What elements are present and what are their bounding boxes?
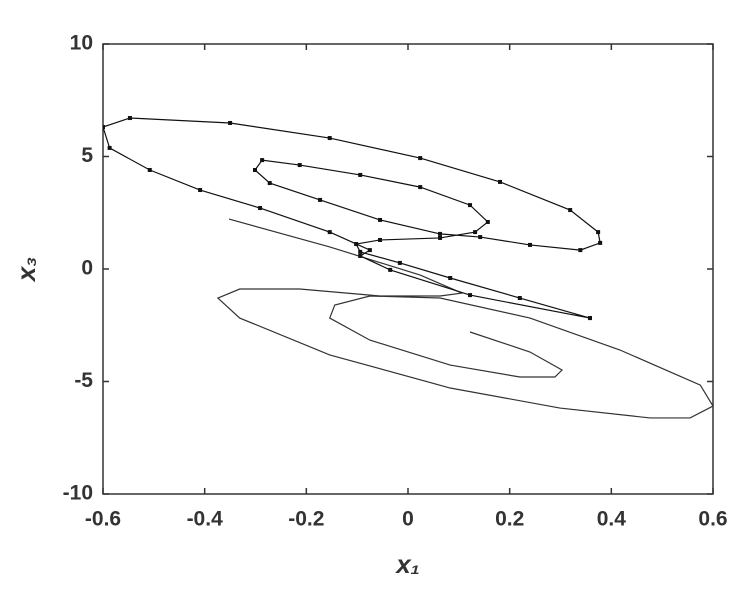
- marker: [438, 235, 443, 240]
- marker: [568, 208, 573, 213]
- marker: [378, 217, 383, 222]
- marker: [260, 158, 265, 163]
- marker: [367, 248, 372, 253]
- marker: [147, 168, 152, 172]
- marker: [598, 240, 603, 245]
- marker: [198, 188, 203, 193]
- x-tick-label: 0.6: [698, 508, 727, 531]
- y-tick-label: -10: [63, 482, 93, 505]
- x-tick-label: 0: [402, 508, 414, 531]
- marker: [318, 197, 323, 202]
- marker: [267, 181, 272, 186]
- marker: [578, 248, 583, 253]
- plot-frame: [102, 43, 714, 495]
- marker: [103, 125, 105, 130]
- marker: [297, 163, 302, 168]
- marker: [388, 267, 393, 272]
- series-line: [216, 218, 713, 419]
- marker: [127, 116, 132, 121]
- x-tick-label: -0.6: [85, 508, 121, 531]
- marker: [468, 203, 473, 208]
- marker: [358, 249, 363, 254]
- marker: [358, 172, 363, 177]
- y-tick-label: -5: [74, 369, 93, 392]
- series-line: [103, 117, 601, 319]
- marker: [478, 235, 483, 240]
- marker: [107, 145, 112, 150]
- marker: [258, 206, 263, 211]
- marker: [358, 253, 363, 258]
- marker: [517, 296, 522, 301]
- x-tick-label: -0.4: [187, 508, 224, 531]
- marker: [596, 230, 601, 235]
- marker: [397, 260, 402, 265]
- marker: [327, 136, 332, 141]
- marker: [438, 231, 443, 236]
- marker: [448, 276, 453, 280]
- marker: [228, 120, 233, 125]
- y-tick-label: 10: [70, 32, 93, 55]
- marker: [528, 242, 532, 247]
- marker: [327, 230, 332, 235]
- marker: [468, 293, 473, 298]
- marker: [473, 230, 478, 235]
- marker: [418, 156, 423, 161]
- marker: [354, 242, 359, 247]
- marker: [498, 179, 503, 184]
- x-axis-label: x₁: [394, 549, 420, 579]
- marker: [252, 168, 257, 172]
- x-tick-label: 0.2: [495, 508, 524, 531]
- plot-area: [103, 116, 713, 419]
- marker: [418, 185, 423, 190]
- y-tick-label: 5: [81, 144, 93, 167]
- x-tick-label: -0.2: [288, 508, 324, 531]
- x-tick-label: 0.4: [597, 508, 627, 531]
- marker: [485, 219, 490, 224]
- y-axis-label: x₃: [11, 257, 41, 284]
- marker: [587, 316, 592, 321]
- marker: [378, 237, 383, 242]
- y-tick-label: 0: [81, 257, 93, 280]
